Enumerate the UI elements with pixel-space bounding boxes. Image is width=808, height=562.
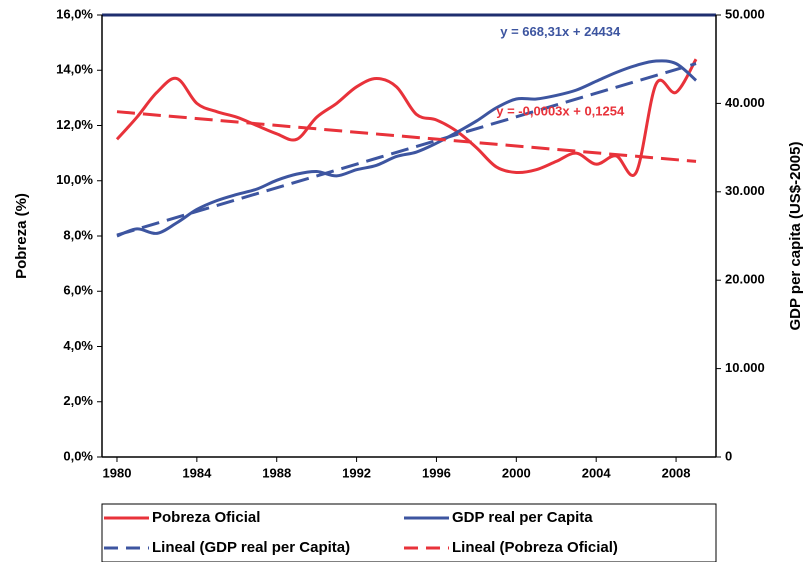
annotation: y = 668,31x + 24434: [500, 24, 621, 39]
series-line: [116, 59, 698, 238]
x-tick-label: 1996: [422, 465, 451, 480]
legend-label: Lineal (Pobreza Oficial): [452, 539, 618, 556]
y-tick-label: 10,0%: [56, 172, 93, 187]
x-tick-label: 1988: [262, 465, 291, 480]
y2-tick-label: 30.000: [725, 183, 765, 198]
x-tick-label: 1984: [182, 465, 212, 480]
x-tick-label: 2000: [502, 465, 531, 480]
y2-axis-label: GDP per capita (US$-2005): [787, 142, 804, 331]
legend-box: [101, 503, 717, 562]
series-line: [116, 110, 697, 163]
legend-label: GDP real per Capita: [452, 509, 593, 526]
series-line: [115, 58, 698, 177]
y-tick-label: 14,0%: [56, 62, 93, 77]
y-tick-label: 6,0%: [63, 283, 93, 298]
y2-tick-label: 50.000: [725, 6, 765, 21]
y-tick-label: 2,0%: [63, 393, 93, 408]
x-tick-label: 2004: [582, 465, 612, 480]
legend-label: Pobreza Oficial: [152, 509, 260, 526]
y2-tick-label: 0: [725, 448, 732, 463]
y-axis-label: Pobreza (%): [13, 193, 30, 279]
y-tick-label: 4,0%: [63, 338, 93, 353]
x-tick-label: 2008: [662, 465, 691, 480]
x-tick-label: 1980: [103, 465, 132, 480]
y2-tick-label: 20.000: [725, 272, 765, 287]
x-tick-label: 1992: [342, 465, 371, 480]
y-tick-label: 16,0%: [56, 6, 93, 21]
y-tick-label: 8,0%: [63, 227, 93, 242]
annotation: y = -0,0003x + 0,1254: [496, 104, 625, 119]
y2-tick-label: 40.000: [725, 95, 765, 110]
legend-label: Lineal (GDP real per Capita): [152, 539, 350, 556]
y-tick-label: 0,0%: [63, 448, 93, 463]
y2-tick-label: 10.000: [725, 360, 765, 375]
series-line: [116, 62, 697, 237]
y-tick-label: 12,0%: [56, 117, 93, 132]
